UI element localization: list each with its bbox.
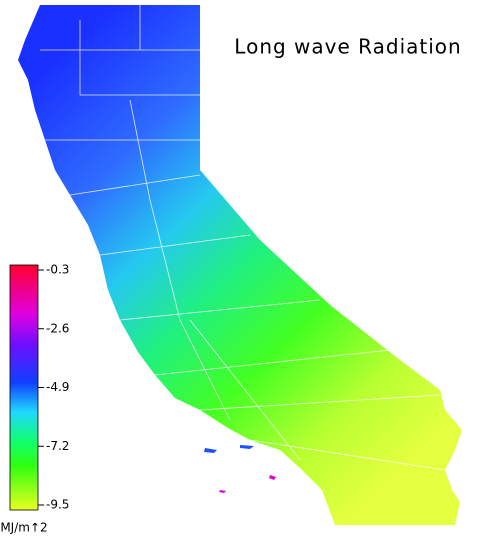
colorbar-tick-label: -4.9 bbox=[46, 380, 69, 394]
colorbar-tick-label: -9.5 bbox=[46, 498, 69, 512]
colorbar bbox=[9, 264, 39, 511]
county-lines bbox=[40, 5, 446, 471]
colorbar-tick-label: -0.3 bbox=[46, 263, 69, 277]
colorbar-tick-label: -2.6 bbox=[46, 321, 69, 335]
islands bbox=[204, 445, 276, 493]
california-shape bbox=[18, 5, 462, 525]
map-title: Long wave Radiation bbox=[234, 35, 461, 59]
colorbar-tick-label: -7.2 bbox=[46, 439, 69, 453]
colorbar-unit: MJ/m↑2 bbox=[0, 521, 47, 535]
